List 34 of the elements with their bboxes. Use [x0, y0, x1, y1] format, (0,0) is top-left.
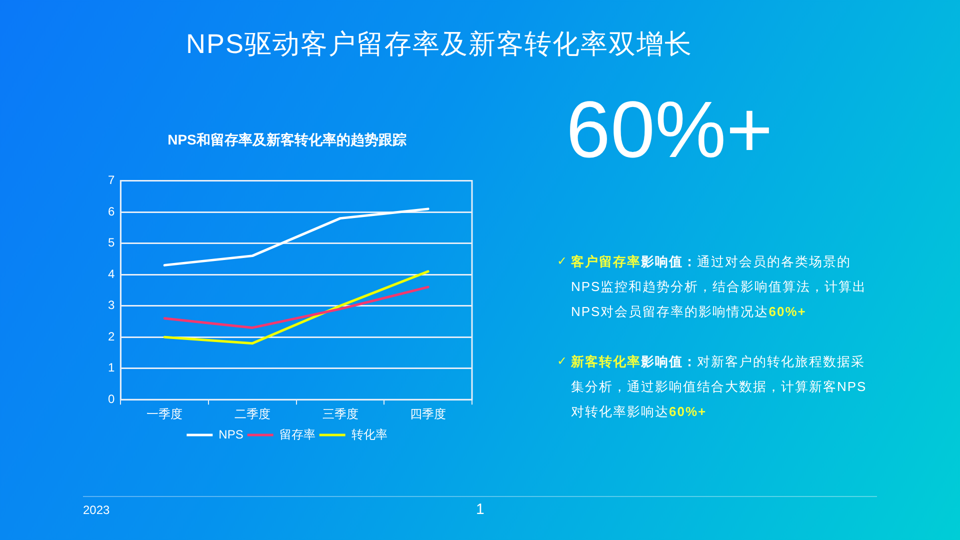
x-tick-label: 三季度: [322, 407, 358, 422]
text: NPS对会员留存率的影响情况达: [571, 304, 769, 319]
y-tick-label: 0: [108, 392, 115, 406]
text: 2023: [83, 503, 110, 517]
text: ✓: [557, 353, 568, 370]
y-tick-label: 7: [108, 173, 115, 188]
y-tick-label: 2: [108, 329, 115, 344]
text: 影响值：: [641, 254, 697, 269]
text: NPS驱动客户留存率及新客转化率双增长: [186, 28, 693, 61]
legend-label: 留存率: [279, 427, 316, 442]
legend-label: 转化率: [351, 427, 388, 442]
text: ✓: [557, 253, 568, 270]
text: NPS监控和趋势分析，结合影响值算法，计算出: [571, 279, 867, 294]
y-tick-label: 5: [108, 236, 115, 250]
text: 集分析，通过影响值结合大数据，计算新客NPS: [571, 379, 867, 394]
text: 60%+: [669, 404, 707, 419]
text: 60%+: [768, 304, 806, 319]
x-tick-label: 一季度: [146, 407, 183, 422]
legend-label: NPS: [218, 427, 244, 442]
y-tick-label: 3: [108, 298, 115, 312]
text: 客户留存率: [571, 254, 641, 269]
text: 对转化率影响达: [571, 404, 669, 419]
y-tick-label: 6: [108, 204, 115, 218]
text: 通过对会员的各类场景的: [697, 254, 851, 269]
x-tick-label: 四季度: [410, 407, 446, 422]
y-tick-label: 4: [108, 266, 115, 281]
text: 新客转化率: [571, 354, 641, 369]
text: 对新客户的转化旅程数据采: [697, 354, 865, 369]
text: 影响值：: [641, 354, 697, 369]
text: 1: [476, 501, 484, 518]
y-tick-label: 1: [108, 360, 115, 375]
x-tick-label: 二季度: [234, 407, 270, 422]
text: 60%+: [566, 85, 773, 174]
chart-title: NPS和留存率及新客转化率的趋势跟踪: [168, 131, 406, 148]
